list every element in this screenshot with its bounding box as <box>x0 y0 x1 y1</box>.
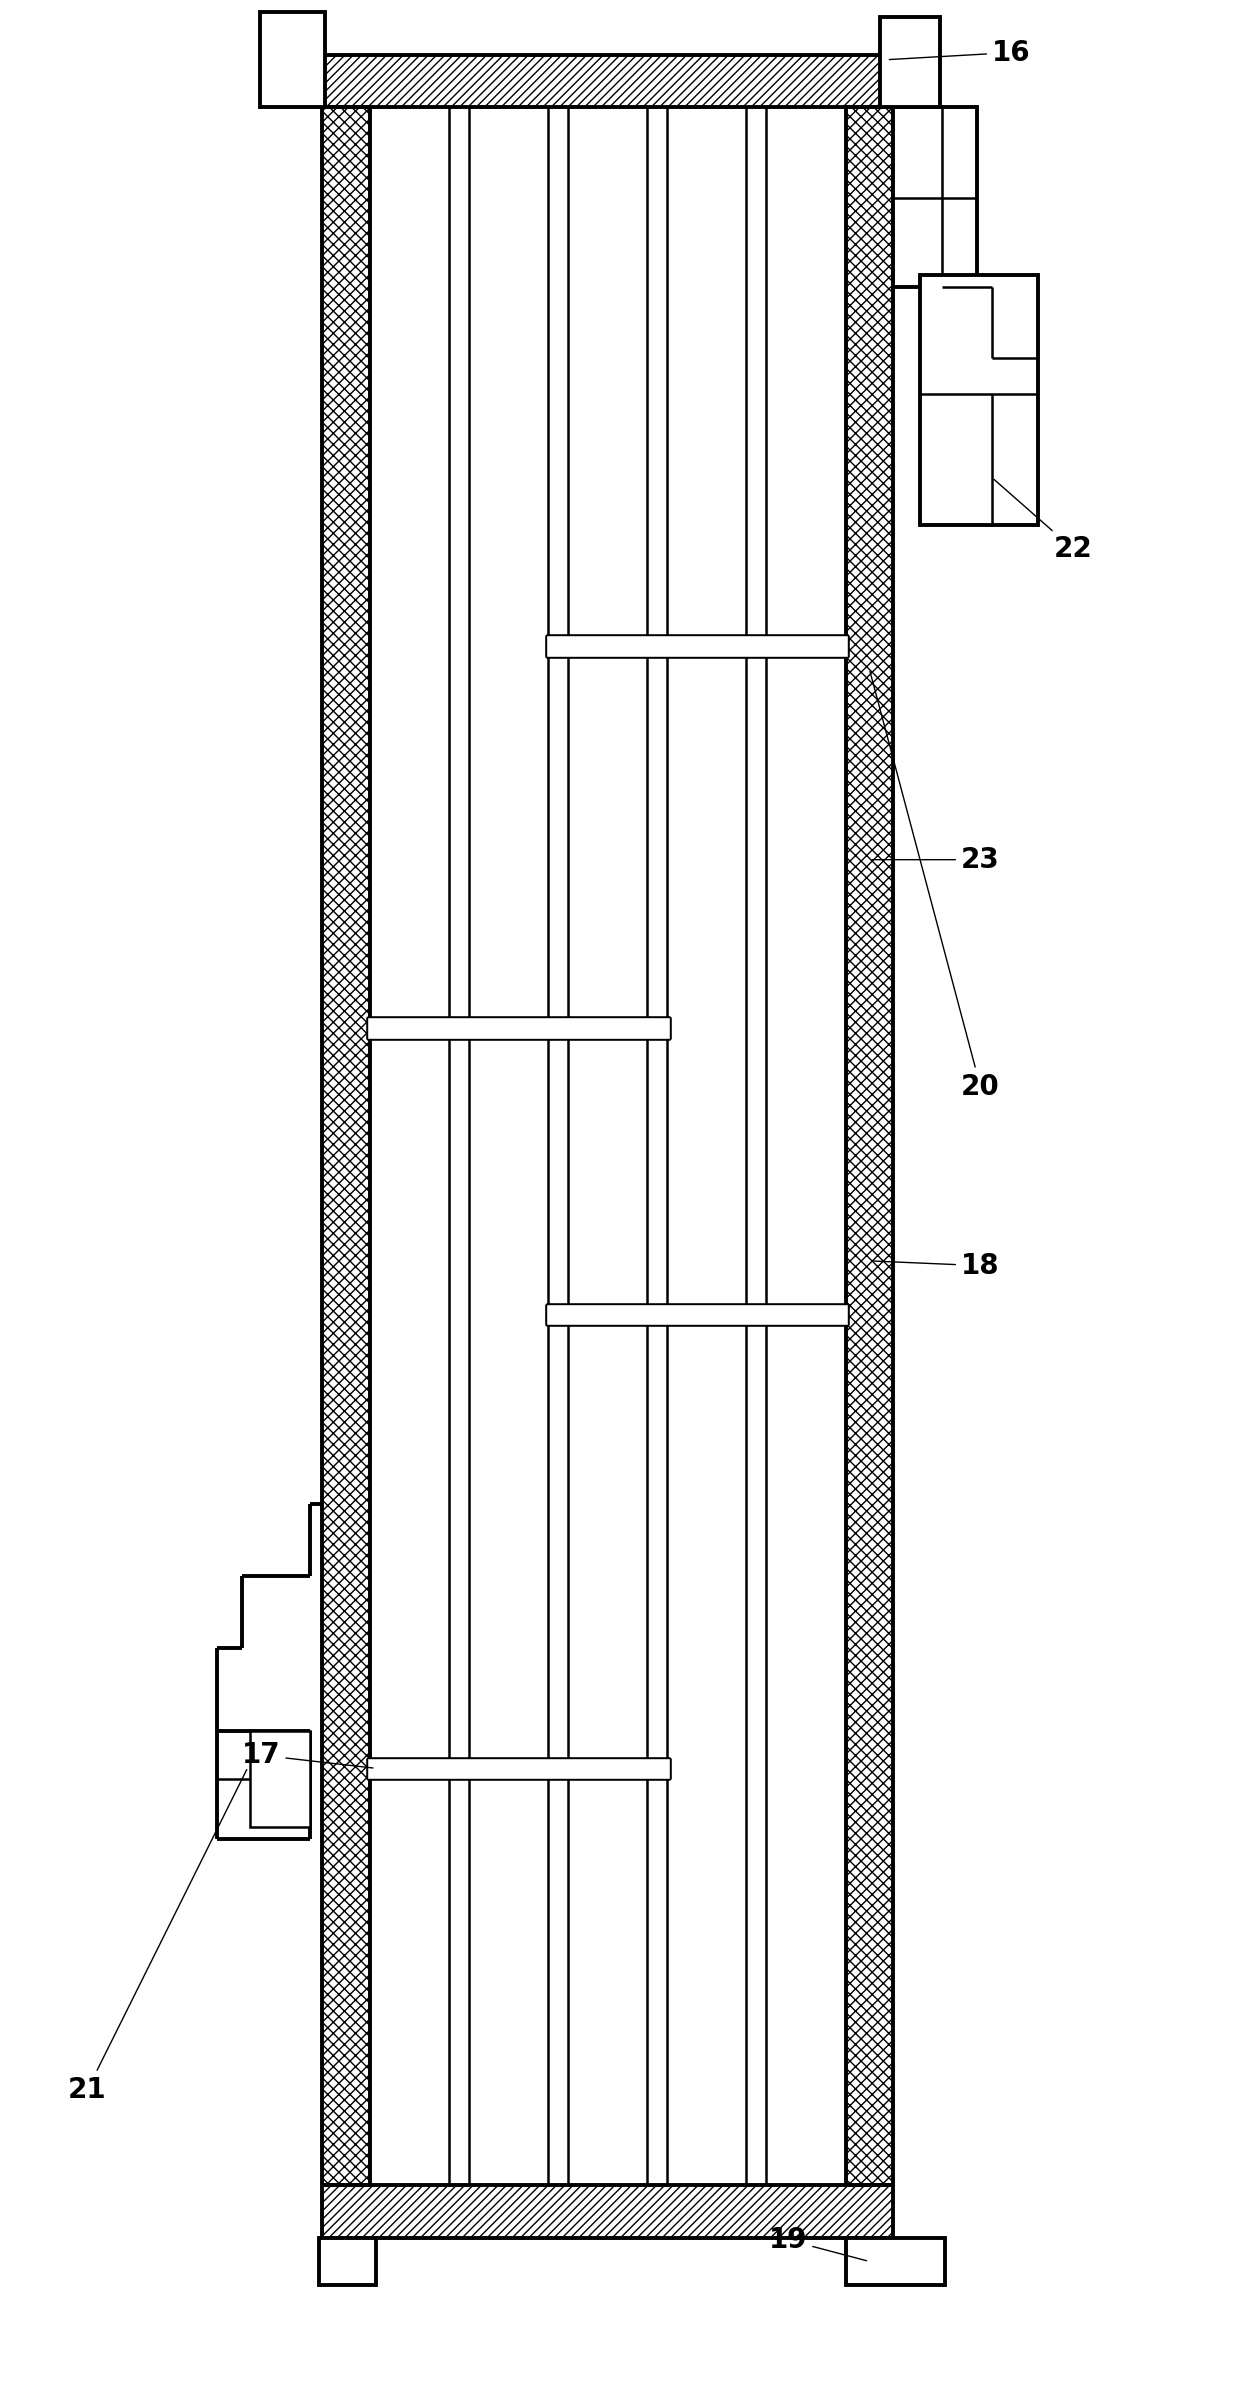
Bar <box>322 107 370 2185</box>
Text: 17: 17 <box>242 1741 373 1770</box>
Text: 23: 23 <box>872 845 999 874</box>
Bar <box>920 275 1038 525</box>
Text: 16: 16 <box>889 38 1030 67</box>
Text: 18: 18 <box>872 1251 999 1280</box>
Bar <box>322 2185 893 2238</box>
Text: 19: 19 <box>769 2226 867 2261</box>
Text: 21: 21 <box>68 1770 247 2104</box>
Bar <box>319 2238 376 2285</box>
Bar <box>893 107 977 287</box>
Bar <box>367 1758 670 1779</box>
Bar <box>322 55 893 107</box>
Bar <box>250 1731 310 1827</box>
Bar <box>846 107 893 2185</box>
Bar <box>880 17 940 107</box>
Text: 20: 20 <box>870 671 999 1101</box>
Text: 22: 22 <box>994 480 1092 564</box>
Bar <box>367 1017 670 1039</box>
Bar <box>260 12 325 107</box>
Bar <box>546 1304 848 1325</box>
Bar <box>546 635 848 657</box>
Bar <box>846 2238 945 2285</box>
